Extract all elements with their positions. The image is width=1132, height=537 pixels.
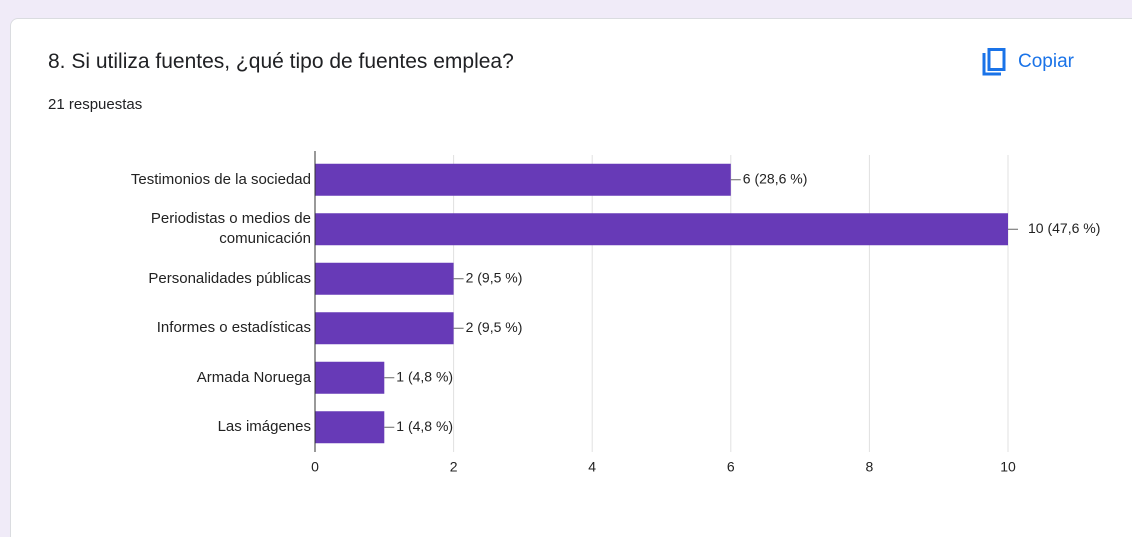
category-label: Las imágenes — [217, 418, 311, 436]
value-label: 10 (47,6 %) — [1028, 220, 1100, 236]
response-count: 21 respuestas — [48, 96, 143, 113]
copy-button[interactable]: Copiar — [982, 48, 1074, 76]
x-tick-label: 0 — [311, 459, 319, 475]
x-tick-label: 6 — [727, 459, 735, 475]
bar — [315, 262, 454, 295]
value-label: 1 (4,8 %) — [396, 418, 453, 434]
value-label: 6 (28,6 %) — [743, 170, 808, 186]
value-label: 2 (9,5 %) — [466, 269, 523, 285]
card — [10, 18, 1132, 537]
question-title: 8. Si utiliza fuentes, ¿qué tipo de fuen… — [48, 50, 514, 73]
copy-label[interactable]: Copiar — [1018, 51, 1074, 72]
category-label: Personalidades públicas — [148, 269, 311, 287]
x-tick-label: 4 — [588, 459, 596, 475]
bar — [315, 312, 454, 345]
category-label: Testimonios de la sociedad — [130, 170, 311, 188]
copy-icon — [982, 48, 1006, 76]
value-label: 1 (4,8 %) — [396, 368, 453, 384]
bar — [315, 361, 385, 394]
x-tick-label: 2 — [450, 459, 458, 475]
category-label: Periodistas o medios de comunicación — [150, 210, 311, 248]
x-tick-label: 10 — [1000, 459, 1016, 475]
bar — [315, 411, 385, 444]
bar — [315, 213, 1008, 246]
category-label: Informes o estadísticas — [156, 319, 311, 337]
x-tick-label: 8 — [866, 459, 874, 475]
category-label: Armada Noruega — [196, 368, 311, 386]
bar — [315, 163, 731, 196]
value-label: 2 (9,5 %) — [466, 319, 523, 335]
